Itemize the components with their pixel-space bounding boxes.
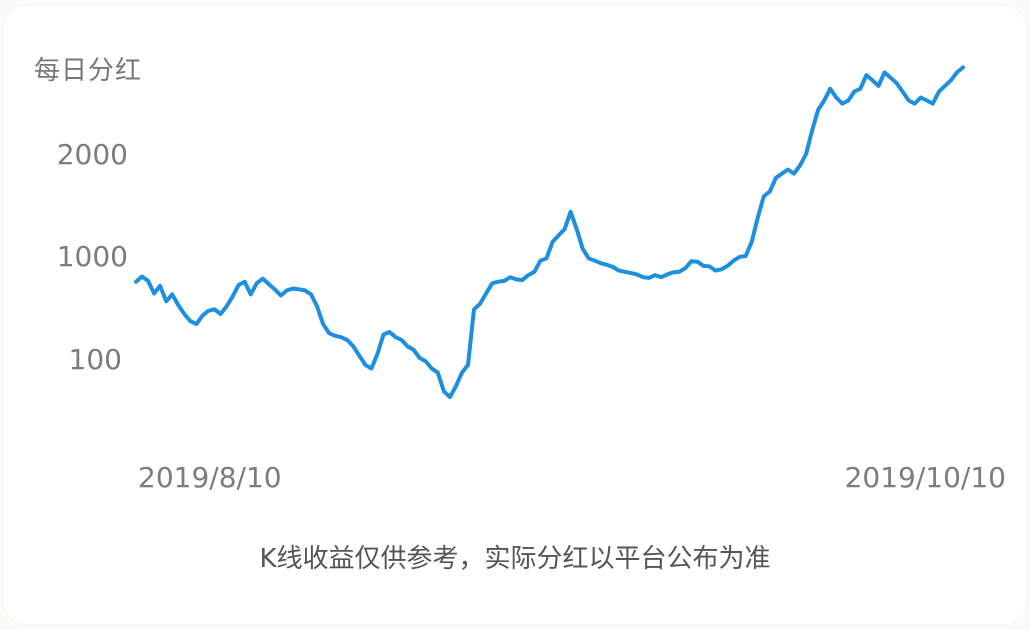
y-tick-label: 1000 [57,240,128,273]
y-tick-label: 2000 [57,138,128,171]
disclaimer-text: K线收益仅供参考，实际分红以平台公布为准 [259,544,771,574]
chart-card [4,6,1026,624]
series-line [134,65,965,400]
chart-title: 每日分红 [34,56,143,86]
y-tick-label: 100 [69,343,122,376]
x-tick-label: 2019/8/10 [138,461,282,494]
x-tick-label: 2019/10/10 [845,461,1006,494]
